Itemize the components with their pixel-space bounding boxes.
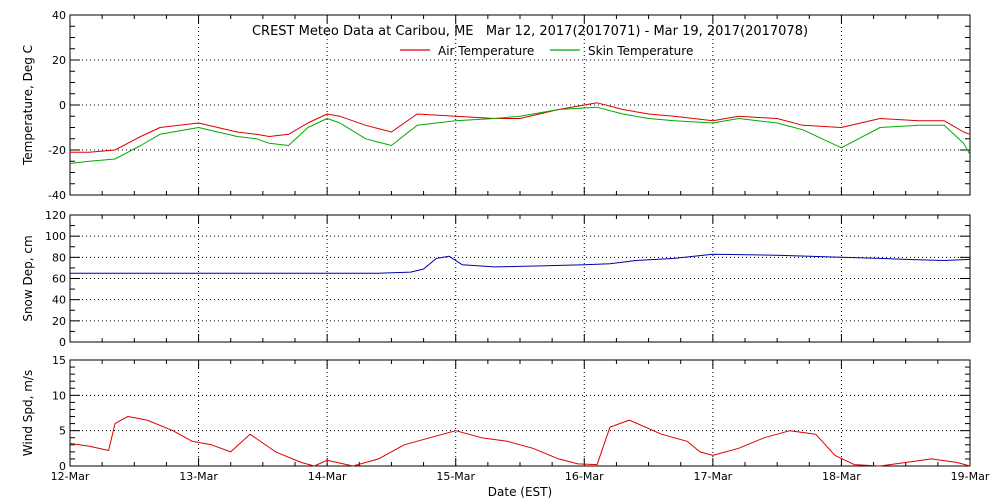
x-axis-label: Date (EST) <box>488 485 552 499</box>
y-axis-label: Wind Spd, m/s <box>21 370 35 456</box>
x-tick-label: 15-Mar <box>436 470 475 483</box>
y-tick-label: 10 <box>52 389 66 402</box>
x-tick-label: 14-Mar <box>308 470 347 483</box>
y-tick-label: 40 <box>52 294 66 307</box>
y-tick-label: 15 <box>52 354 66 367</box>
chart-title: CREST Meteo Data at Caribou, ME Mar 12, … <box>252 24 808 39</box>
wind-speed-panel: 0 5 10 15 Wind Spd, m/s 12-Mar 13-Mar 14-Mar 15-… <box>21 354 990 483</box>
y-tick-label: 100 <box>45 230 66 243</box>
temperature-panel: -40 -20 0 20 40 Temperature, Deg C <box>21 9 971 202</box>
y-tick-label: 5 <box>59 425 66 438</box>
plot-frame <box>69 359 971 467</box>
y-axis-label: Snow Dep, cm <box>21 235 35 321</box>
y-tick-label: 60 <box>52 273 66 286</box>
legend: Air Temperature Skin Temperature <box>400 44 693 58</box>
x-tick-label: 17-Mar <box>693 470 732 483</box>
x-tick-label: 12-Mar <box>51 470 90 483</box>
x-tick-label: 18-Mar <box>822 470 861 483</box>
y-tick-label: -40 <box>48 189 66 202</box>
legend-air-label: Air Temperature <box>438 44 534 58</box>
series-line-air-temperature <box>70 102 971 153</box>
x-tick-label: 13-Mar <box>179 470 218 483</box>
x-tick-label: 16-Mar <box>565 470 604 483</box>
y-tick-label: -20 <box>48 144 66 157</box>
x-tick-label: 19-Mar <box>951 470 990 483</box>
y-tick-label: 0 <box>59 460 66 473</box>
legend-skin-label: Skin Temperature <box>588 44 693 58</box>
y-tick-label: 20 <box>52 54 66 67</box>
snow-depth-panel: 0 20 40 60 80 100 120 Snow Dep, cm <box>21 209 971 349</box>
y-tick-label: 120 <box>45 209 66 222</box>
y-tick-label: 0 <box>59 336 66 349</box>
y-tick-label: 20 <box>52 315 66 328</box>
y-tick-label: 40 <box>52 9 66 22</box>
series-line-skin-temperature <box>69 106 971 164</box>
series-line-panel-1 <box>70 253 971 274</box>
y-axis-label: Temperature, Deg C <box>21 45 35 166</box>
series-line-panel-2 <box>69 416 971 467</box>
y-tick-label: 0 <box>59 99 66 112</box>
y-tick-label: 80 <box>52 251 66 264</box>
